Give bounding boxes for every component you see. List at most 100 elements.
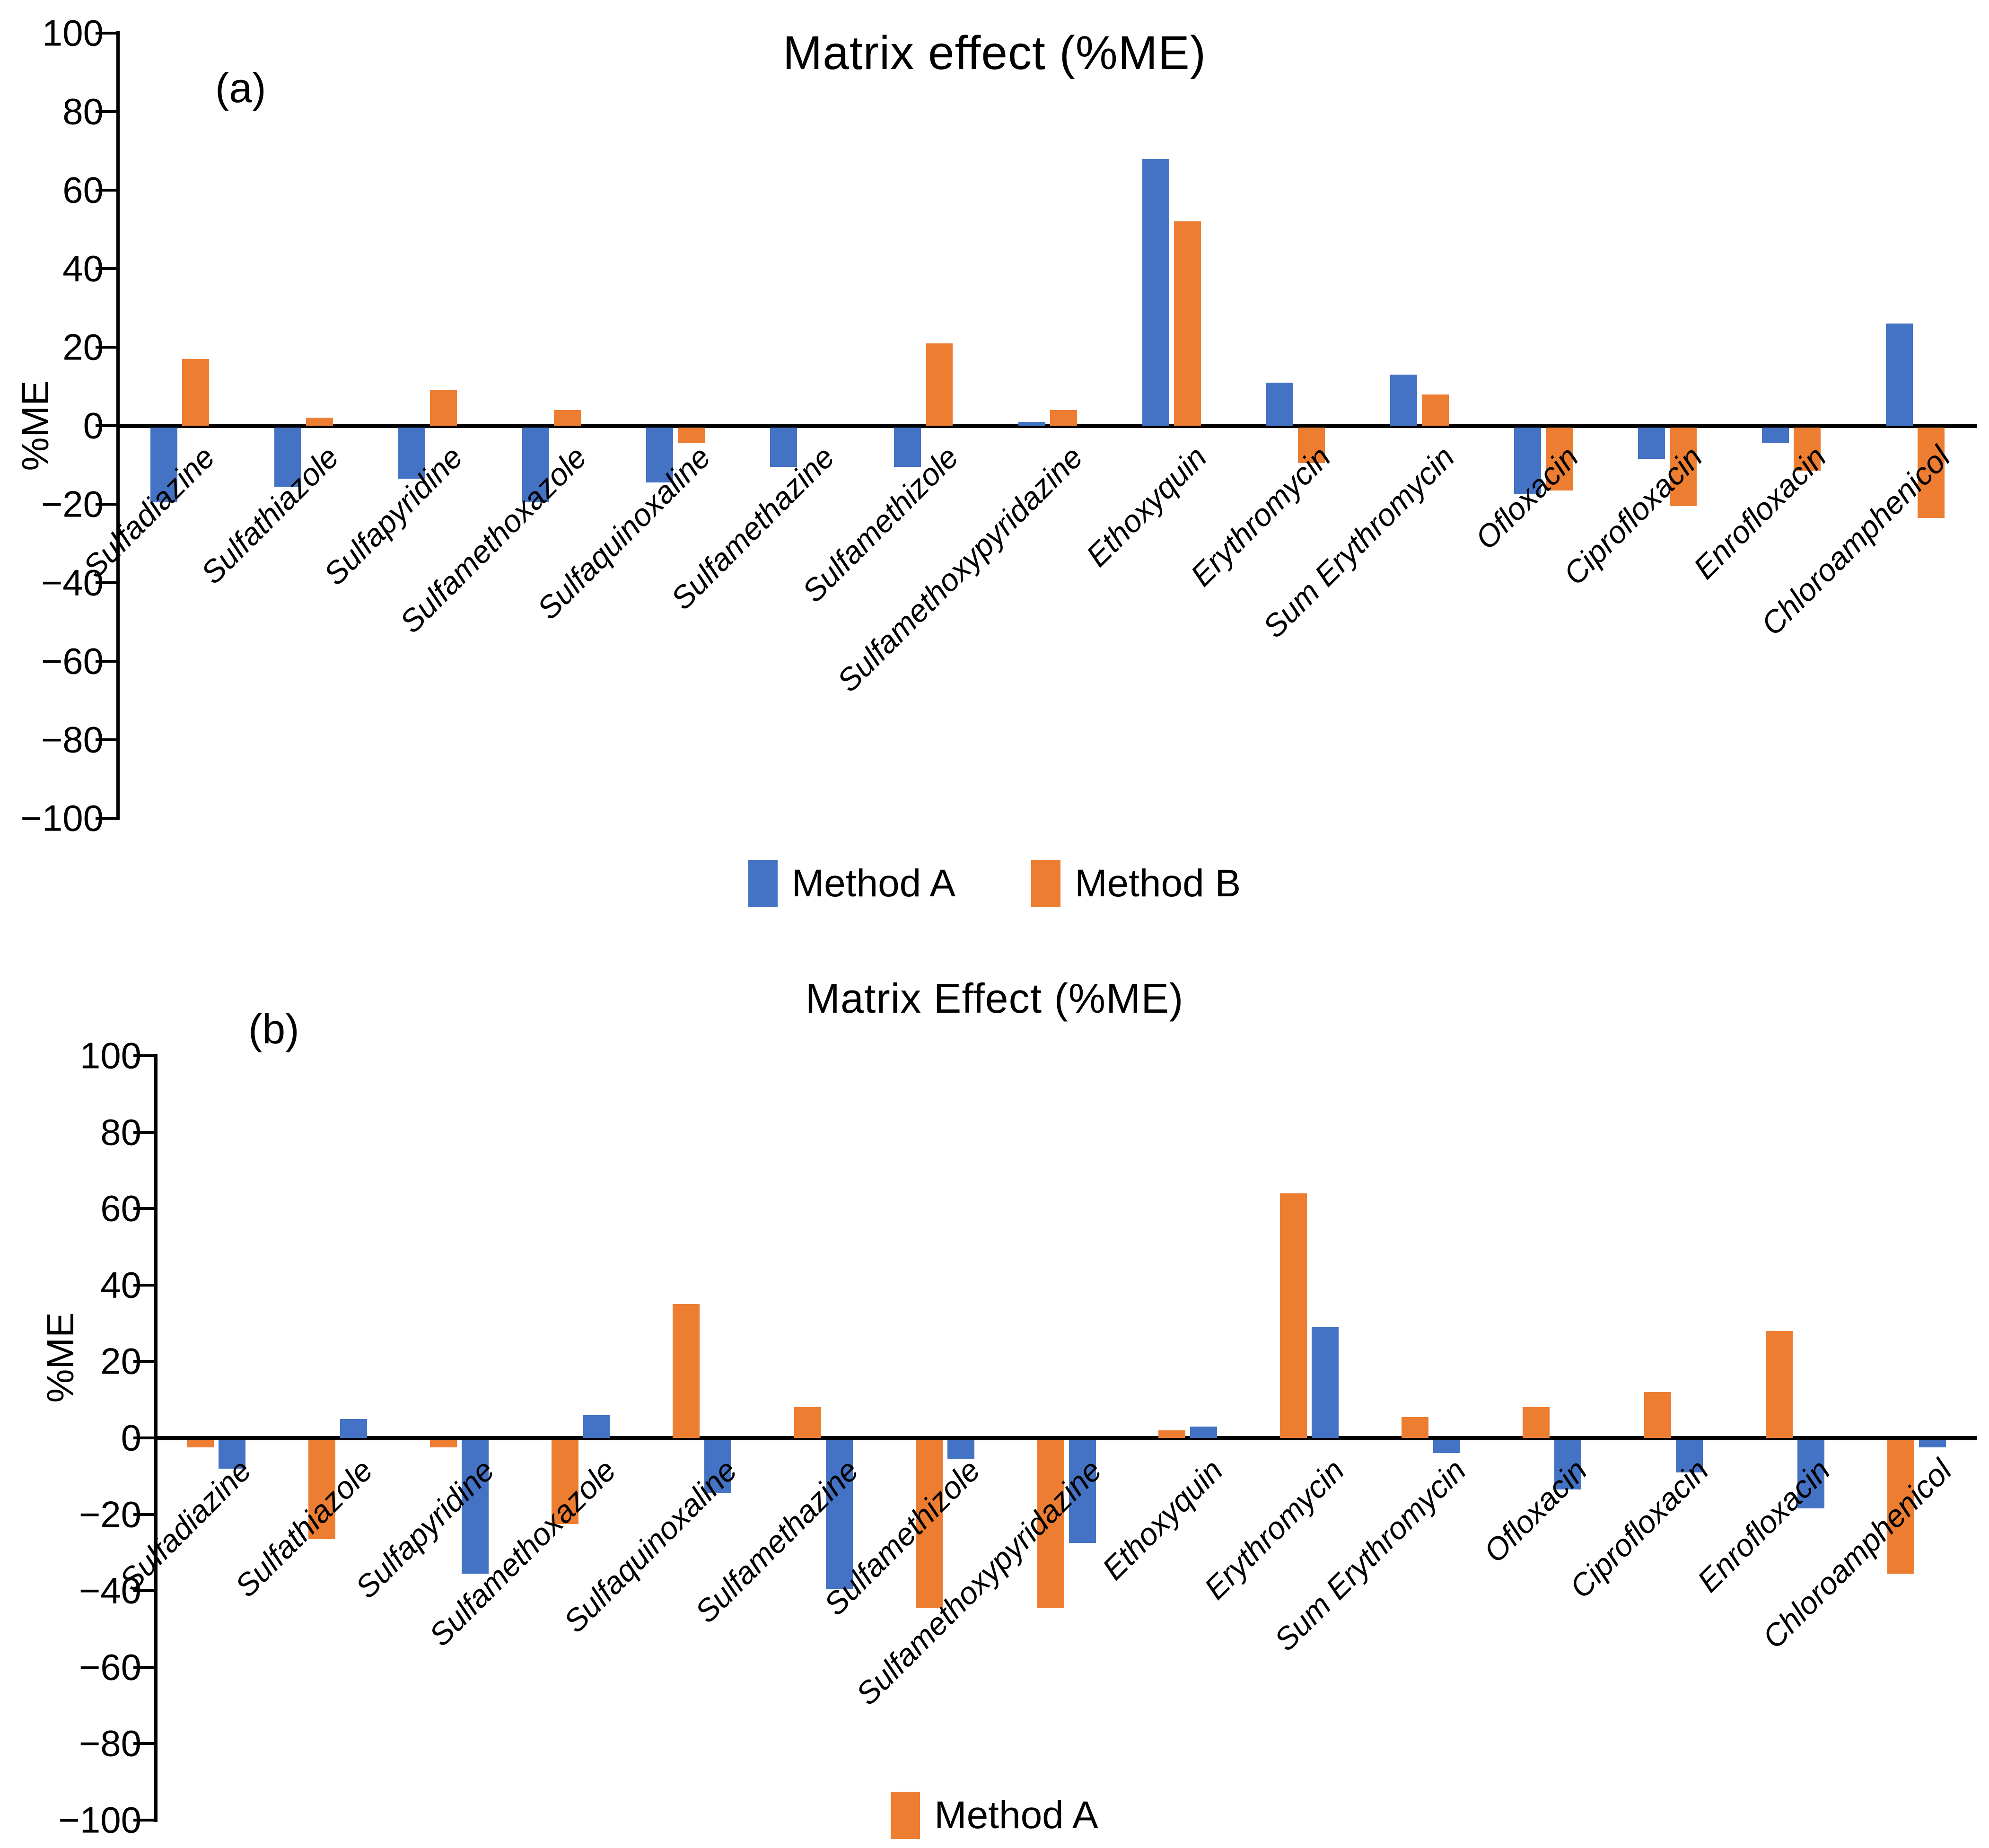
bar-a-Sulfathiazole-Method B xyxy=(306,418,333,426)
bar-b-Sulfamethazine-Method A xyxy=(794,1407,822,1438)
bar-a-Sulfadiazine-Method B xyxy=(182,359,210,426)
bar-b-Ethoxyquin-Method A xyxy=(1158,1430,1186,1438)
y-tick-label-a: −100 xyxy=(20,797,104,839)
bar-a-Chloroamphenicol-Method B xyxy=(1917,428,1945,518)
bar-b-Sulfaquinoxaline-Method A xyxy=(673,1304,700,1438)
y-tick-label-a: −60 xyxy=(41,640,104,682)
bar-a-Sulfamethoxypyridazine-Method B xyxy=(1050,410,1077,426)
y-tick-label-a: 100 xyxy=(42,12,104,54)
bar-b-Sulfadiazine-Method A xyxy=(187,1440,214,1448)
bar-b-Sum Erythromycin-Method A xyxy=(1401,1417,1428,1438)
y-tick-label-b: 80 xyxy=(100,1111,141,1153)
y-tick-mark-a xyxy=(96,817,116,820)
y-tick-mark-b xyxy=(133,1665,154,1669)
y-tick-mark-b xyxy=(133,1054,154,1057)
y-tick-mark-b xyxy=(133,1283,154,1287)
y-tick-label-b: −60 xyxy=(79,1646,141,1688)
panel-b-legend: Method A xyxy=(0,1792,1989,1839)
y-tick-label-b: 40 xyxy=(100,1264,141,1306)
y-tick-mark-b xyxy=(133,1436,154,1439)
panel-a-title: Matrix effect (%ME) xyxy=(782,26,1207,79)
bar-b-Sulfathiazole-series2 xyxy=(340,1419,368,1438)
y-tick-mark-a xyxy=(96,660,116,663)
y-tick-label-b: 100 xyxy=(79,1034,141,1077)
bar-a-Chloroamphenicol-Method A xyxy=(1885,324,1913,426)
y-tick-mark-a xyxy=(96,32,116,35)
bar-a-Ciprofloxacin-Method B xyxy=(1669,428,1697,506)
bar-a-Sulfamethazine-Method A xyxy=(770,428,797,467)
y-tick-mark-a xyxy=(96,424,116,427)
bar-b-Sulfamethoxypyridazine-Method A xyxy=(1037,1440,1064,1608)
bar-a-Sulfaquinoxaline-Method A xyxy=(646,428,674,483)
y-tick-label-a: −40 xyxy=(41,561,104,604)
y-tick-mark-b xyxy=(133,1513,154,1516)
bar-b-Erythromycin-series2 xyxy=(1311,1327,1339,1438)
bar-b-Sulfamethazine-series2 xyxy=(826,1440,853,1589)
bar-a-Sulfaquinoxaline-Method B xyxy=(678,428,705,444)
y-tick-label-b: −100 xyxy=(58,1799,141,1841)
y-tick-mark-b xyxy=(133,1589,154,1593)
bar-a-Sulfamethizole-Method A xyxy=(894,428,921,467)
bar-a-Ethoxyquin-Method A xyxy=(1142,158,1169,426)
bar-b-Sulfaquinoxaline-series2 xyxy=(704,1440,732,1494)
bar-a-Ofloxacin-Method A xyxy=(1514,428,1541,495)
bar-a-Sum Erythromycin-Method B xyxy=(1421,394,1449,426)
legend-item: Method A xyxy=(891,1792,1098,1839)
y-tick-label-a: −20 xyxy=(41,483,104,525)
y-tick-label-b: 0 xyxy=(121,1417,141,1459)
bar-a-Sulfamethoxazole-Method A xyxy=(522,428,550,502)
y-tick-label-a: 40 xyxy=(62,247,104,289)
bar-a-Sulfamethoxazole-Method B xyxy=(554,410,581,426)
bar-a-Sulfapyridine-Method A xyxy=(398,428,426,479)
bar-b-Sulfadiazine-series2 xyxy=(219,1440,246,1469)
y-tick-mark-a xyxy=(96,346,116,349)
bar-a-Sulfamethoxypyridazine-Method A xyxy=(1018,421,1045,426)
bar-b-Sulfapyridine-series2 xyxy=(461,1440,489,1574)
legend-item: Method B xyxy=(1031,860,1241,907)
panel-b-letter: (b) xyxy=(248,1006,299,1052)
y-tick-label-a: −80 xyxy=(41,718,104,761)
y-tick-mark-b xyxy=(133,1207,154,1210)
panel-a-zero-line xyxy=(116,424,1977,428)
panel-a-letter: (a) xyxy=(215,64,266,111)
y-tick-label-b: −40 xyxy=(79,1569,141,1612)
bar-a-Sum Erythromycin-Method A xyxy=(1390,375,1417,426)
y-tick-mark-b xyxy=(133,1819,154,1822)
y-tick-mark-b xyxy=(133,1130,154,1134)
y-tick-mark-a xyxy=(96,267,116,270)
bar-b-Enrofloxacin-series2 xyxy=(1797,1440,1824,1509)
panel-b-title: Matrix Effect (%ME) xyxy=(805,975,1184,1022)
y-tick-mark-a xyxy=(96,189,116,192)
legend-item: Method A xyxy=(748,860,955,907)
bar-b-Ofloxacin-Method A xyxy=(1523,1407,1550,1438)
bar-a-Ofloxacin-Method B xyxy=(1545,428,1573,490)
legend-label: Method A xyxy=(934,1794,1098,1837)
bar-a-Sulfapyridine-Method B xyxy=(430,390,457,426)
panel-a-legend: Method A Method B xyxy=(0,860,1989,907)
bar-b-Ofloxacin-series2 xyxy=(1554,1440,1582,1490)
y-tick-label-b: 20 xyxy=(100,1340,141,1382)
bar-a-Sulfathiazole-Method A xyxy=(274,428,302,487)
bar-b-Sulfamethoxazole-Method A xyxy=(551,1440,578,1524)
bar-b-Ethoxyquin-series2 xyxy=(1190,1426,1218,1438)
bar-a-Erythromycin-Method B xyxy=(1297,428,1325,463)
legend-label: Method B xyxy=(1075,862,1241,905)
legend-swatch-icon xyxy=(1031,860,1061,907)
y-tick-label-b: −20 xyxy=(79,1493,141,1535)
legend-label: Method A xyxy=(791,862,956,905)
y-tick-mark-a xyxy=(96,110,116,113)
bar-b-Sulfapyridine-Method A xyxy=(429,1440,457,1448)
y-tick-label-a: 80 xyxy=(62,90,104,132)
bar-a-Sulfadiazine-Method A xyxy=(150,428,178,502)
y-tick-mark-b xyxy=(133,1742,154,1745)
bar-b-Chloroamphenicol-Method A xyxy=(1887,1440,1914,1574)
bar-b-Erythromycin-Method A xyxy=(1279,1193,1307,1438)
bar-b-Sulfathiazole-Method A xyxy=(308,1440,336,1540)
bar-b-Sulfamethoxazole-series2 xyxy=(583,1415,610,1438)
bar-b-Chloroamphenicol-series2 xyxy=(1919,1440,1946,1448)
bar-b-Sum Erythromycin-series2 xyxy=(1433,1440,1460,1454)
bar-b-Ciprofloxacin-Method A xyxy=(1644,1392,1672,1438)
bar-a-Enrofloxacin-Method A xyxy=(1761,428,1789,444)
bar-a-Sulfamethizole-Method B xyxy=(926,343,953,426)
